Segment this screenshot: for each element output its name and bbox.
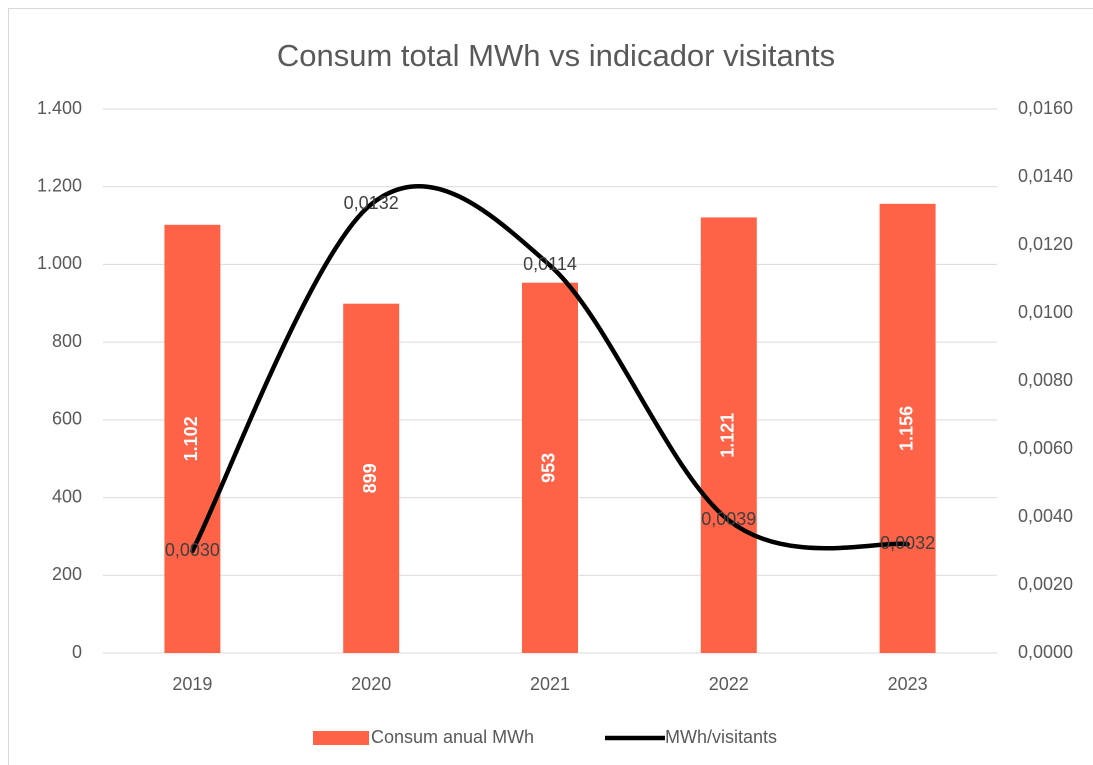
- line: [190, 184, 910, 554]
- line-value-label: 0,0132: [344, 193, 399, 213]
- y-tick-label: 0: [72, 642, 82, 662]
- x-tick-label: 2021: [530, 674, 570, 694]
- y-tick-label: 600: [52, 409, 82, 429]
- bar-value-label: 1.156: [896, 406, 916, 451]
- y2-tick-label: 0,0160: [1018, 98, 1073, 118]
- bar-value-label: 1.102: [181, 416, 201, 461]
- bar: [164, 224, 221, 653]
- y2-tick-label: 0,0140: [1018, 166, 1073, 186]
- legend-label: Consum anual MWh: [371, 727, 534, 747]
- x-tick-label: 2020: [351, 674, 391, 694]
- bar: [879, 203, 936, 653]
- y2-tick-label: 0,0080: [1018, 370, 1073, 390]
- bar: [522, 282, 578, 653]
- y2-tick-label: 0,0100: [1018, 302, 1073, 322]
- bar: [700, 217, 757, 653]
- y2-tick-label: 0,0000: [1018, 642, 1073, 662]
- bar: [343, 303, 400, 653]
- chart-title: Consum total MWh vs indicador visitants: [277, 38, 835, 73]
- line-value-label: 0,0039: [701, 509, 756, 529]
- y-tick-label: 1.400: [37, 98, 82, 118]
- line-value-label: 0,0032: [880, 533, 935, 553]
- bar-value-label: 1.121: [718, 413, 738, 458]
- legend-swatch: [313, 731, 369, 745]
- y-tick-label: 400: [52, 486, 82, 506]
- y-tick-label: 1.000: [37, 253, 82, 273]
- bar-value-label: 899: [360, 463, 380, 493]
- x-tick-label: 2019: [172, 674, 212, 694]
- x-tick-label: 2023: [888, 674, 928, 694]
- y-tick-label: 200: [52, 564, 82, 584]
- line-value-label: 0,0114: [523, 254, 577, 274]
- line-value-label: 0,0030: [165, 540, 220, 560]
- legend-label: MWh/visitants: [665, 727, 777, 747]
- bar-value-label: 953: [539, 453, 559, 483]
- y2-tick-label: 0,0060: [1018, 438, 1073, 458]
- y2-tick-label: 0,0020: [1018, 574, 1073, 594]
- y-tick-label: 800: [52, 331, 82, 351]
- y-tick-label: 1.200: [37, 175, 82, 195]
- y2-tick-label: 0,0120: [1018, 234, 1073, 254]
- x-tick-label: 2022: [709, 674, 749, 694]
- y2-tick-label: 0,0040: [1018, 506, 1073, 526]
